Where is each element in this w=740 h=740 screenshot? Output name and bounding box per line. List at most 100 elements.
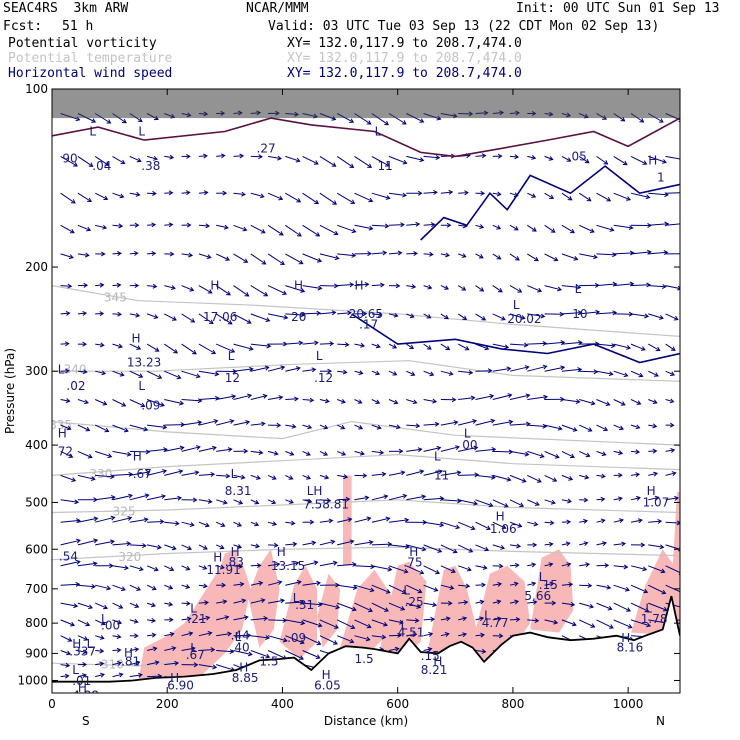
wind-vector-head <box>110 474 115 480</box>
wind-vector-head <box>65 398 71 404</box>
pv-value-label: .67 <box>133 467 152 481</box>
wind-vector <box>60 192 76 204</box>
wind-vector-head <box>421 494 427 500</box>
wind-vector <box>630 519 642 523</box>
wind-vector-head <box>272 521 278 526</box>
wind-vector <box>596 312 617 315</box>
wind-vector-head <box>466 566 472 572</box>
wind-vector <box>95 516 115 523</box>
wind-vector-head <box>341 451 347 456</box>
wind-vector <box>250 499 259 504</box>
wind-vector-head <box>358 370 364 376</box>
wind-vector-head <box>295 366 301 372</box>
wind-vector <box>302 635 321 645</box>
wind-vector-head <box>416 604 422 609</box>
pv-high-marker: H <box>433 654 442 668</box>
wind-vector-head <box>154 347 160 352</box>
wind-vector <box>492 600 501 604</box>
wind-vector-head <box>282 290 287 295</box>
wind-vector-head <box>429 371 435 377</box>
wind-vector-head <box>462 616 468 622</box>
wind-vector <box>371 155 390 167</box>
wind-vector-head <box>445 345 451 351</box>
wind-vector-head <box>417 190 423 196</box>
wind-vector-head <box>73 603 79 609</box>
wind-vector-head <box>677 285 680 291</box>
wind-vector-head <box>280 260 285 266</box>
wind-vector-head <box>557 286 562 292</box>
pv-value-label: 13.15 <box>271 559 305 573</box>
wind-vector-head <box>188 631 194 637</box>
wind-vector-head <box>107 453 113 459</box>
wind-vector-head <box>628 225 634 230</box>
wind-vector <box>60 399 70 402</box>
wind-vector <box>423 447 441 452</box>
wind-vector <box>268 155 282 160</box>
wind-vector <box>216 650 234 653</box>
wind-vector-head <box>449 585 455 590</box>
wind-vector-head <box>646 622 652 628</box>
wind-vector <box>596 192 611 202</box>
wind-vector <box>198 601 209 604</box>
wind-vector <box>233 650 252 656</box>
wind-vector <box>267 285 287 295</box>
wind-vector <box>388 399 398 404</box>
wind-vector <box>337 635 354 643</box>
wind-vector-head <box>671 471 677 476</box>
wind-vector-head <box>618 450 624 456</box>
y-axis-label: Pressure (hPa) <box>3 348 17 434</box>
pv-value-label: 11.91 <box>206 563 240 577</box>
wind-vector <box>129 343 141 350</box>
pv-high-marker: H <box>210 279 219 293</box>
wind-vector <box>216 155 225 157</box>
wind-vector <box>440 370 453 375</box>
wind-vector <box>216 565 225 569</box>
wind-vector <box>440 499 461 502</box>
wind-vector <box>337 563 356 567</box>
wind-vector <box>613 283 634 287</box>
wind-vector <box>561 312 582 315</box>
wind-vector-head <box>277 155 282 161</box>
wind-vector-head <box>134 647 140 652</box>
wind-vector <box>267 450 278 455</box>
wind-vector-head <box>515 617 521 623</box>
wind-vector-head <box>135 660 141 666</box>
wind-vector-head <box>490 474 496 480</box>
wind-vector-head <box>606 197 612 202</box>
wind-vector-head <box>133 618 139 624</box>
wind-vector <box>423 633 433 637</box>
wind-vector <box>423 584 438 592</box>
wind-vector <box>458 601 468 604</box>
wind-vector-head <box>362 473 368 479</box>
wind-vector-head <box>150 602 156 608</box>
wind-vector-head <box>248 366 254 372</box>
wind-vector-head <box>669 398 675 404</box>
wind-vector-head <box>243 615 249 621</box>
wind-vector <box>354 565 375 568</box>
wind-vector-head <box>565 541 571 547</box>
wind-vector <box>285 581 301 586</box>
y-tick-label: 800 <box>25 616 48 630</box>
wind-vector-head <box>604 562 610 568</box>
wind-vector <box>475 224 484 228</box>
wind-vector <box>423 253 433 255</box>
wind-vector <box>613 450 623 454</box>
wind-vector <box>233 544 242 548</box>
wind-vector-head <box>207 631 213 636</box>
wind-vector-head <box>258 580 264 586</box>
wind-vector-head <box>536 478 542 483</box>
wind-vector-head <box>411 284 417 289</box>
wind-vector <box>458 633 467 637</box>
wind-vector <box>77 253 89 256</box>
pv-value-label: 5.66 <box>524 589 551 603</box>
wind-vector-head <box>140 402 146 408</box>
wind-vector-head <box>514 562 520 568</box>
wind-vector-head <box>296 232 302 237</box>
pv-value-label: .40 <box>231 641 250 655</box>
wind-vector-head <box>73 162 78 167</box>
wind-vector-head <box>263 291 269 297</box>
wind-vector <box>406 633 417 637</box>
wind-vector-head <box>340 398 346 404</box>
wind-vector-head <box>439 522 445 528</box>
wind-vector-head <box>168 222 174 228</box>
